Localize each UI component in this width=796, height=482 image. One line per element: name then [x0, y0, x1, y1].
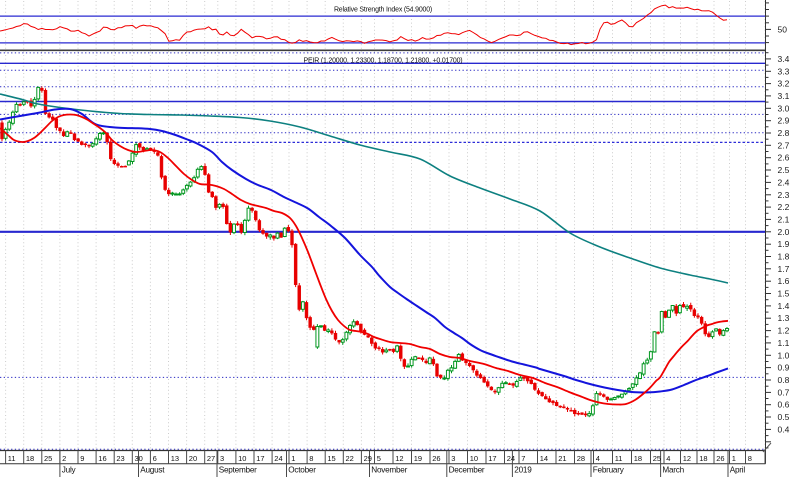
svg-text:11: 11 — [8, 454, 16, 463]
svg-text:12: 12 — [395, 454, 403, 463]
svg-text:14: 14 — [540, 454, 548, 463]
svg-text:26: 26 — [432, 454, 440, 463]
svg-text:March: March — [662, 465, 684, 474]
svg-text:December: December — [449, 465, 485, 474]
svg-text:17: 17 — [256, 454, 264, 463]
svg-text:3.2: 3.2 — [778, 79, 790, 89]
svg-text:3.0: 3.0 — [778, 103, 790, 113]
svg-text:1.0: 1.0 — [778, 350, 790, 360]
svg-text:2.3: 2.3 — [778, 190, 790, 200]
svg-text:7: 7 — [521, 454, 525, 463]
svg-text:5: 5 — [377, 454, 381, 463]
svg-text:12: 12 — [683, 454, 691, 463]
svg-text:19: 19 — [414, 454, 422, 463]
svg-text:1: 1 — [291, 454, 295, 463]
svg-text:PEIR (1.20000, 1.23300, 1.1870: PEIR (1.20000, 1.23300, 1.18700, 1.21800… — [304, 57, 463, 64]
svg-text:18: 18 — [634, 454, 642, 463]
svg-text:50: 50 — [778, 24, 788, 34]
svg-text:26: 26 — [716, 454, 724, 463]
svg-text:1.3: 1.3 — [778, 313, 790, 323]
svg-text:15: 15 — [327, 454, 335, 463]
svg-text:October: October — [288, 465, 316, 474]
svg-text:11: 11 — [615, 454, 623, 463]
svg-text:2.2: 2.2 — [778, 202, 790, 212]
svg-text:1.1: 1.1 — [778, 338, 790, 348]
svg-text:20: 20 — [189, 454, 197, 463]
svg-text:2.8: 2.8 — [778, 128, 790, 138]
svg-text:1.4: 1.4 — [778, 301, 790, 311]
svg-text:3: 3 — [220, 454, 224, 463]
svg-text:27: 27 — [207, 454, 215, 463]
svg-text:0.6: 0.6 — [778, 400, 790, 410]
svg-text:September: September — [219, 465, 257, 474]
svg-text:1.5: 1.5 — [778, 289, 790, 299]
svg-text:2.7: 2.7 — [778, 140, 790, 150]
svg-text:February: February — [593, 465, 625, 474]
svg-text:2.9: 2.9 — [778, 116, 790, 126]
svg-text:2: 2 — [62, 454, 66, 463]
svg-text:3.3: 3.3 — [778, 66, 790, 76]
svg-text:April: April — [730, 465, 746, 474]
svg-text:1: 1 — [732, 454, 736, 463]
svg-text:3.1: 3.1 — [778, 91, 790, 101]
svg-text:13: 13 — [171, 454, 179, 463]
svg-text:8: 8 — [309, 454, 313, 463]
svg-text:16: 16 — [98, 454, 106, 463]
svg-text:10: 10 — [238, 454, 246, 463]
svg-text:2.1: 2.1 — [778, 214, 790, 224]
svg-text:2.4: 2.4 — [778, 177, 790, 187]
svg-text:1.7: 1.7 — [778, 264, 790, 274]
svg-text:8: 8 — [748, 454, 752, 463]
svg-text:July: July — [62, 465, 77, 474]
svg-text:9: 9 — [80, 454, 84, 463]
svg-text:2.0: 2.0 — [778, 227, 790, 237]
svg-text:3: 3 — [451, 454, 455, 463]
svg-text:10: 10 — [470, 454, 478, 463]
svg-text:17: 17 — [488, 454, 496, 463]
svg-text:25: 25 — [44, 454, 52, 463]
svg-text:30: 30 — [135, 454, 143, 463]
svg-text:2.6: 2.6 — [778, 153, 790, 163]
svg-text:1.8: 1.8 — [778, 252, 790, 262]
svg-text:29: 29 — [364, 454, 372, 463]
svg-text:24: 24 — [274, 454, 282, 463]
svg-text:23: 23 — [116, 454, 124, 463]
svg-text:Relative Strength Index (54.90: Relative Strength Index (54.9000) — [334, 7, 432, 14]
svg-text:4: 4 — [666, 454, 670, 463]
svg-text:November: November — [371, 465, 407, 474]
svg-text:24: 24 — [507, 454, 515, 463]
svg-text:0.7: 0.7 — [778, 387, 790, 397]
svg-text:18: 18 — [699, 454, 707, 463]
svg-text:2019: 2019 — [514, 465, 532, 474]
svg-text:25: 25 — [653, 454, 661, 463]
svg-text:22: 22 — [346, 454, 354, 463]
svg-text:1.9: 1.9 — [778, 239, 790, 249]
svg-text:0.5: 0.5 — [778, 412, 790, 422]
svg-text:2.5: 2.5 — [778, 165, 790, 175]
svg-text:1.2: 1.2 — [778, 326, 790, 336]
svg-text:4: 4 — [596, 454, 600, 463]
svg-text:0.4: 0.4 — [778, 424, 790, 434]
svg-text:21: 21 — [558, 454, 566, 463]
svg-text:0.9: 0.9 — [778, 363, 790, 373]
svg-text:28: 28 — [577, 454, 585, 463]
svg-text:3.4: 3.4 — [778, 54, 790, 64]
svg-text:0.8: 0.8 — [778, 375, 790, 385]
svg-text:6: 6 — [153, 454, 157, 463]
svg-text:1.6: 1.6 — [778, 276, 790, 286]
svg-text:18: 18 — [26, 454, 34, 463]
svg-text:August: August — [140, 465, 165, 474]
